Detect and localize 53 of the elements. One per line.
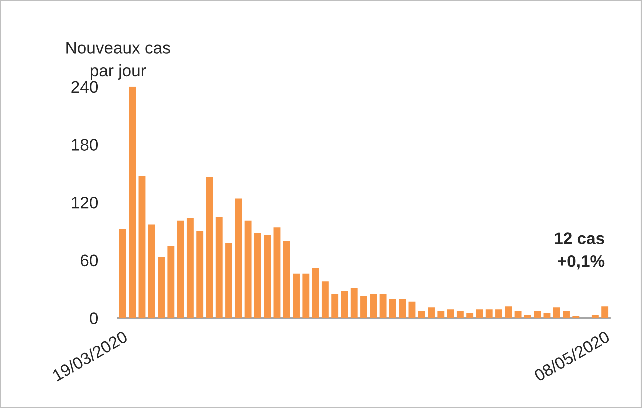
bar — [399, 298, 406, 318]
y-axis-title: Nouveaux cas par jour — [66, 42, 170, 80]
bar — [341, 291, 348, 318]
bar — [380, 294, 387, 318]
bar — [563, 311, 570, 318]
bar — [505, 306, 512, 318]
annotation: 12 cas +0,1% — [555, 232, 605, 270]
bar — [389, 298, 396, 318]
y-tick-label: 0 — [90, 312, 98, 324]
bar — [370, 294, 378, 318]
bar — [438, 311, 445, 318]
bar — [322, 282, 329, 318]
bar — [476, 310, 484, 318]
bar — [514, 311, 522, 318]
bar — [602, 306, 609, 318]
bar — [168, 246, 175, 318]
bar — [350, 288, 358, 318]
y-tick-label: 180 — [72, 139, 98, 151]
bar — [456, 311, 464, 318]
bar — [206, 178, 214, 318]
bar — [293, 274, 300, 318]
y-tick-label: 120 — [72, 196, 98, 209]
bar — [486, 310, 493, 318]
bar — [186, 218, 194, 318]
bar — [148, 224, 156, 318]
bar — [254, 233, 262, 318]
bar — [264, 235, 272, 318]
bar — [226, 243, 232, 318]
bar — [466, 313, 474, 318]
bar — [360, 296, 368, 318]
bar — [496, 310, 502, 318]
bar — [177, 220, 184, 318]
bar — [428, 308, 435, 318]
bar — [129, 86, 136, 318]
bar — [447, 310, 454, 318]
bar — [244, 220, 252, 318]
bar — [235, 198, 242, 318]
bar — [302, 274, 310, 318]
bar — [158, 258, 165, 318]
bar — [332, 294, 339, 318]
bar — [196, 231, 204, 318]
bar — [283, 241, 290, 318]
y-tick-label: 60 — [80, 254, 98, 267]
bar — [119, 230, 126, 318]
bar — [418, 311, 426, 318]
bar — [553, 308, 560, 318]
bar — [138, 176, 146, 318]
bar — [274, 228, 281, 318]
y-tick-label: 240 — [72, 81, 98, 94]
bar — [408, 302, 416, 318]
bar — [216, 217, 223, 318]
bar — [534, 311, 542, 318]
bar — [312, 268, 320, 318]
